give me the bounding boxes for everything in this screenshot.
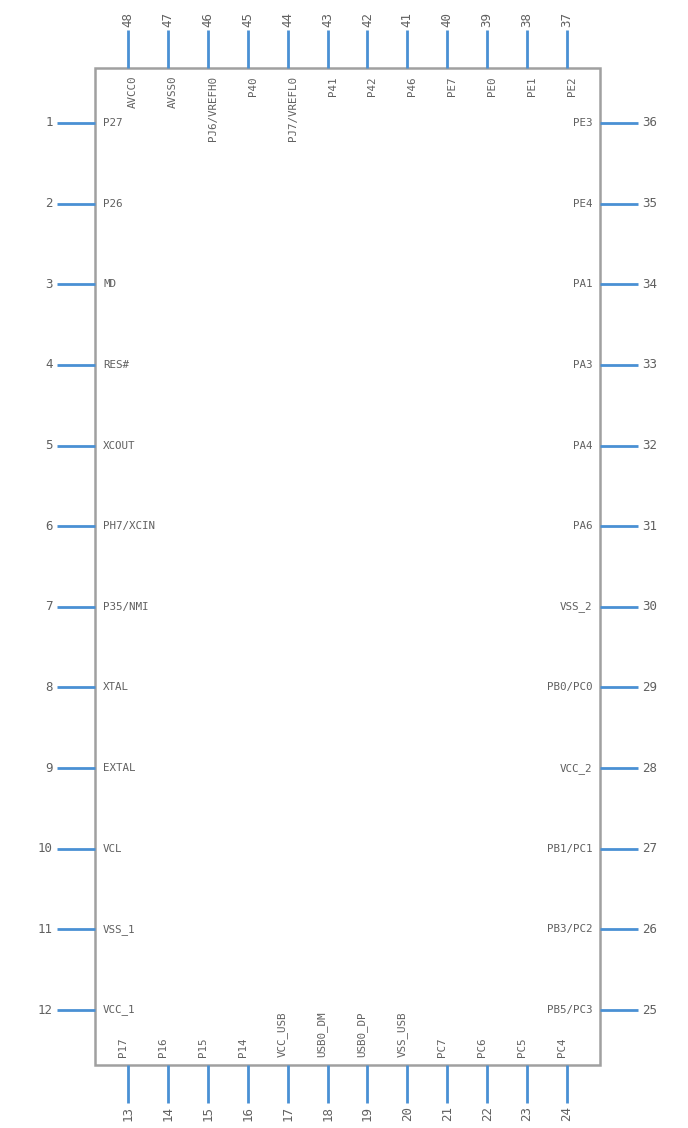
Text: PE3: PE3 — [572, 118, 592, 127]
Text: PB5/PC3: PB5/PC3 — [546, 1005, 592, 1015]
Text: PE7: PE7 — [447, 76, 458, 96]
Text: P16: P16 — [158, 1038, 168, 1057]
Text: 25: 25 — [642, 1004, 657, 1016]
Text: 36: 36 — [642, 116, 657, 130]
Text: 32: 32 — [642, 439, 657, 452]
Text: PJ7/VREFL0: PJ7/VREFL0 — [288, 76, 298, 141]
Text: PE0: PE0 — [487, 76, 497, 96]
Text: 15: 15 — [202, 1105, 215, 1121]
Text: XTAL: XTAL — [103, 682, 129, 693]
Text: 22: 22 — [481, 1105, 494, 1121]
Text: 31: 31 — [642, 520, 657, 532]
Text: PC4: PC4 — [557, 1038, 567, 1057]
Text: 45: 45 — [241, 12, 255, 27]
Text: VSS_2: VSS_2 — [559, 601, 592, 613]
Text: 35: 35 — [642, 197, 657, 210]
Text: PB3/PC2: PB3/PC2 — [546, 924, 592, 934]
Text: 41: 41 — [401, 12, 414, 27]
Text: PC6: PC6 — [477, 1038, 487, 1057]
Text: 47: 47 — [162, 12, 175, 27]
Text: P14: P14 — [238, 1038, 248, 1057]
Text: RES#: RES# — [103, 360, 129, 370]
Text: PE1: PE1 — [527, 76, 537, 96]
Text: 39: 39 — [481, 12, 494, 27]
Text: P35/NMI: P35/NMI — [103, 602, 149, 611]
Text: P15: P15 — [198, 1038, 208, 1057]
Text: 30: 30 — [642, 600, 657, 614]
Text: 37: 37 — [561, 12, 574, 27]
Text: 16: 16 — [241, 1105, 255, 1121]
Text: 7: 7 — [45, 600, 53, 614]
Text: PC7: PC7 — [438, 1038, 447, 1057]
Text: 9: 9 — [45, 761, 53, 775]
Text: 18: 18 — [321, 1105, 334, 1121]
Text: 43: 43 — [321, 12, 334, 27]
Text: 19: 19 — [361, 1105, 374, 1121]
Text: P46: P46 — [407, 76, 418, 96]
Text: 1: 1 — [45, 116, 53, 130]
Text: PA3: PA3 — [572, 360, 592, 370]
Text: VSS_1: VSS_1 — [103, 924, 136, 935]
Text: 44: 44 — [281, 12, 294, 27]
Bar — [95, 68, 600, 1065]
Text: 34: 34 — [642, 277, 657, 291]
Text: 33: 33 — [642, 359, 657, 371]
Text: PA6: PA6 — [572, 521, 592, 531]
Text: 4: 4 — [45, 359, 53, 371]
Text: VCL: VCL — [103, 844, 122, 854]
Text: 10: 10 — [38, 843, 53, 855]
Text: P42: P42 — [367, 76, 378, 96]
Text: 13: 13 — [122, 1105, 134, 1121]
Text: 21: 21 — [441, 1105, 454, 1121]
Text: P27: P27 — [103, 118, 122, 127]
Text: P40: P40 — [248, 76, 258, 96]
Text: 14: 14 — [162, 1105, 175, 1121]
Text: XCOUT: XCOUT — [103, 441, 136, 450]
Text: 38: 38 — [521, 12, 534, 27]
Text: 11: 11 — [38, 923, 53, 936]
Text: PJ6/VREFH0: PJ6/VREFH0 — [208, 76, 218, 141]
Text: 17: 17 — [281, 1105, 294, 1121]
Text: 42: 42 — [361, 12, 374, 27]
Text: PH7/XCIN: PH7/XCIN — [103, 521, 155, 531]
Text: 20: 20 — [401, 1105, 414, 1121]
Text: PA4: PA4 — [572, 441, 592, 450]
Text: MD: MD — [103, 280, 116, 289]
Text: PB0/PC0: PB0/PC0 — [546, 682, 592, 693]
Text: EXTAL: EXTAL — [103, 763, 136, 773]
Text: AVSS0: AVSS0 — [168, 76, 178, 108]
Text: VCC_USB: VCC_USB — [277, 1012, 288, 1057]
Text: P26: P26 — [103, 199, 122, 209]
Text: 48: 48 — [122, 12, 134, 27]
Text: PE2: PE2 — [567, 76, 577, 96]
Text: 5: 5 — [45, 439, 53, 452]
Text: USB0_DP: USB0_DP — [356, 1012, 367, 1057]
Text: 26: 26 — [642, 923, 657, 936]
Text: 8: 8 — [45, 681, 53, 694]
Text: P17: P17 — [118, 1038, 128, 1057]
Text: 12: 12 — [38, 1004, 53, 1016]
Text: 23: 23 — [521, 1105, 534, 1121]
Text: PE4: PE4 — [572, 199, 592, 209]
Text: 6: 6 — [45, 520, 53, 532]
Text: PA1: PA1 — [572, 280, 592, 289]
Text: 3: 3 — [45, 277, 53, 291]
Text: 28: 28 — [642, 761, 657, 775]
Text: PC5: PC5 — [517, 1038, 527, 1057]
Text: 24: 24 — [561, 1105, 574, 1121]
Text: VSS_USB: VSS_USB — [396, 1012, 407, 1057]
Text: USB0_DM: USB0_DM — [316, 1012, 327, 1057]
Text: AVCC0: AVCC0 — [128, 76, 138, 108]
Text: 40: 40 — [441, 12, 454, 27]
Text: 46: 46 — [202, 12, 215, 27]
Text: 29: 29 — [642, 681, 657, 694]
Text: VCC_1: VCC_1 — [103, 1005, 136, 1015]
Text: P41: P41 — [327, 76, 338, 96]
Text: VCC_2: VCC_2 — [559, 763, 592, 774]
Text: 27: 27 — [642, 843, 657, 855]
Text: PB1/PC1: PB1/PC1 — [546, 844, 592, 854]
Text: 2: 2 — [45, 197, 53, 210]
